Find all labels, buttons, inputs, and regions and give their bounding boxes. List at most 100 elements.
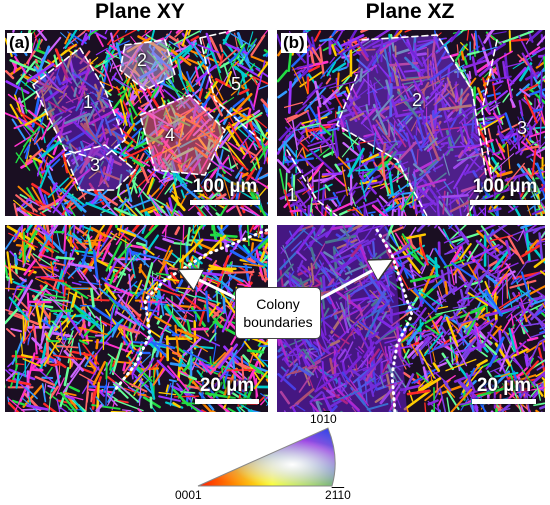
lath-mark <box>424 402 427 412</box>
lath-mark <box>141 298 154 327</box>
lath-mark <box>379 172 409 190</box>
lath-mark <box>488 210 496 216</box>
lath-mark <box>26 62 55 83</box>
lath-mark <box>488 90 509 106</box>
lath-mark <box>14 254 19 266</box>
lath-mark <box>220 366 226 390</box>
lath-mark <box>235 112 263 130</box>
lath-mark <box>452 266 460 276</box>
lath-mark <box>467 263 479 281</box>
lath-mark <box>487 255 490 288</box>
lath-mark <box>178 353 185 368</box>
lath-mark <box>110 58 124 81</box>
lath-mark <box>227 378 242 398</box>
lath-mark <box>213 151 223 165</box>
lath-mark <box>210 346 234 374</box>
lath-mark <box>182 349 208 363</box>
lath-mark <box>257 237 268 250</box>
lath-mark <box>536 162 545 185</box>
lath-mark <box>147 168 156 177</box>
lath-mark <box>106 375 116 384</box>
lath-mark <box>539 118 542 148</box>
lath-mark <box>141 225 147 235</box>
lath-mark <box>476 359 488 367</box>
lath-mark <box>115 310 137 325</box>
grain-boundary <box>361 34 488 216</box>
lath-mark <box>122 112 128 126</box>
lath-mark <box>64 404 74 412</box>
lath-mark <box>212 343 217 363</box>
lath-mark <box>124 340 132 353</box>
lath-mark <box>519 111 532 141</box>
lath-mark <box>511 184 522 196</box>
lath-mark <box>129 90 135 102</box>
lath-mark <box>131 356 142 374</box>
lath-mark <box>247 257 256 264</box>
lath-mark <box>238 225 243 232</box>
lath-mark <box>533 190 545 214</box>
lath-mark <box>395 258 413 279</box>
lath-mark <box>319 145 322 154</box>
lath-mark <box>481 47 496 81</box>
lath-mark <box>240 42 248 49</box>
lath-mark <box>145 357 155 371</box>
arrow-to-boundary-d <box>317 262 388 302</box>
lath-mark <box>233 61 263 79</box>
lath-mark <box>227 273 245 283</box>
lath-mark <box>379 164 395 186</box>
lath-mark <box>486 370 500 389</box>
lath-mark <box>39 342 48 371</box>
lath-mark <box>542 56 545 76</box>
lath-mark <box>520 322 543 328</box>
lath-mark <box>425 325 440 336</box>
lath-mark <box>41 149 56 160</box>
lath-mark <box>28 290 46 318</box>
lath-mark <box>214 149 224 182</box>
lath-mark <box>45 225 50 235</box>
lath-mark <box>105 393 118 407</box>
lath-mark <box>88 30 92 41</box>
region-label-b-2: 2 <box>412 90 423 110</box>
lath-mark <box>522 57 529 66</box>
lath-mark <box>246 182 256 204</box>
lath-mark <box>39 233 52 252</box>
lath-mark <box>38 253 60 262</box>
lath-mark <box>181 30 189 47</box>
lath-mark <box>187 30 192 36</box>
lath-mark <box>11 335 25 365</box>
lath-mark <box>48 225 59 238</box>
lath-mark <box>213 360 234 389</box>
lath-mark <box>262 247 268 256</box>
lath-mark <box>426 337 433 364</box>
lath-mark <box>126 111 131 128</box>
lath-mark <box>85 225 92 241</box>
lath-mark <box>207 302 220 319</box>
lath-mark <box>38 293 68 307</box>
lath-mark <box>301 116 328 125</box>
lath-mark <box>347 147 365 178</box>
lath-mark <box>382 201 405 215</box>
lath-mark <box>13 199 33 216</box>
lath-mark <box>52 354 83 361</box>
lath-mark <box>299 122 321 129</box>
lath-mark <box>523 383 533 401</box>
lath-mark <box>119 146 127 155</box>
lath-mark <box>152 367 165 386</box>
lath-mark <box>506 273 509 299</box>
lath-mark <box>119 145 150 162</box>
lath-mark <box>82 229 89 237</box>
lath-mark <box>67 330 74 344</box>
lath-mark <box>476 327 482 344</box>
lath-mark <box>104 282 133 297</box>
scale-bar-a-label: 100 µm <box>192 176 258 197</box>
lath-mark <box>412 310 427 322</box>
lath-mark <box>21 397 40 412</box>
lath-mark <box>126 350 133 358</box>
lath-mark <box>484 289 503 317</box>
lath-mark <box>502 30 534 44</box>
lath-mark <box>178 317 194 323</box>
lath-mark <box>505 296 528 319</box>
lath-mark <box>155 180 169 200</box>
lath-mark <box>188 204 196 212</box>
lath-mark <box>486 101 501 110</box>
